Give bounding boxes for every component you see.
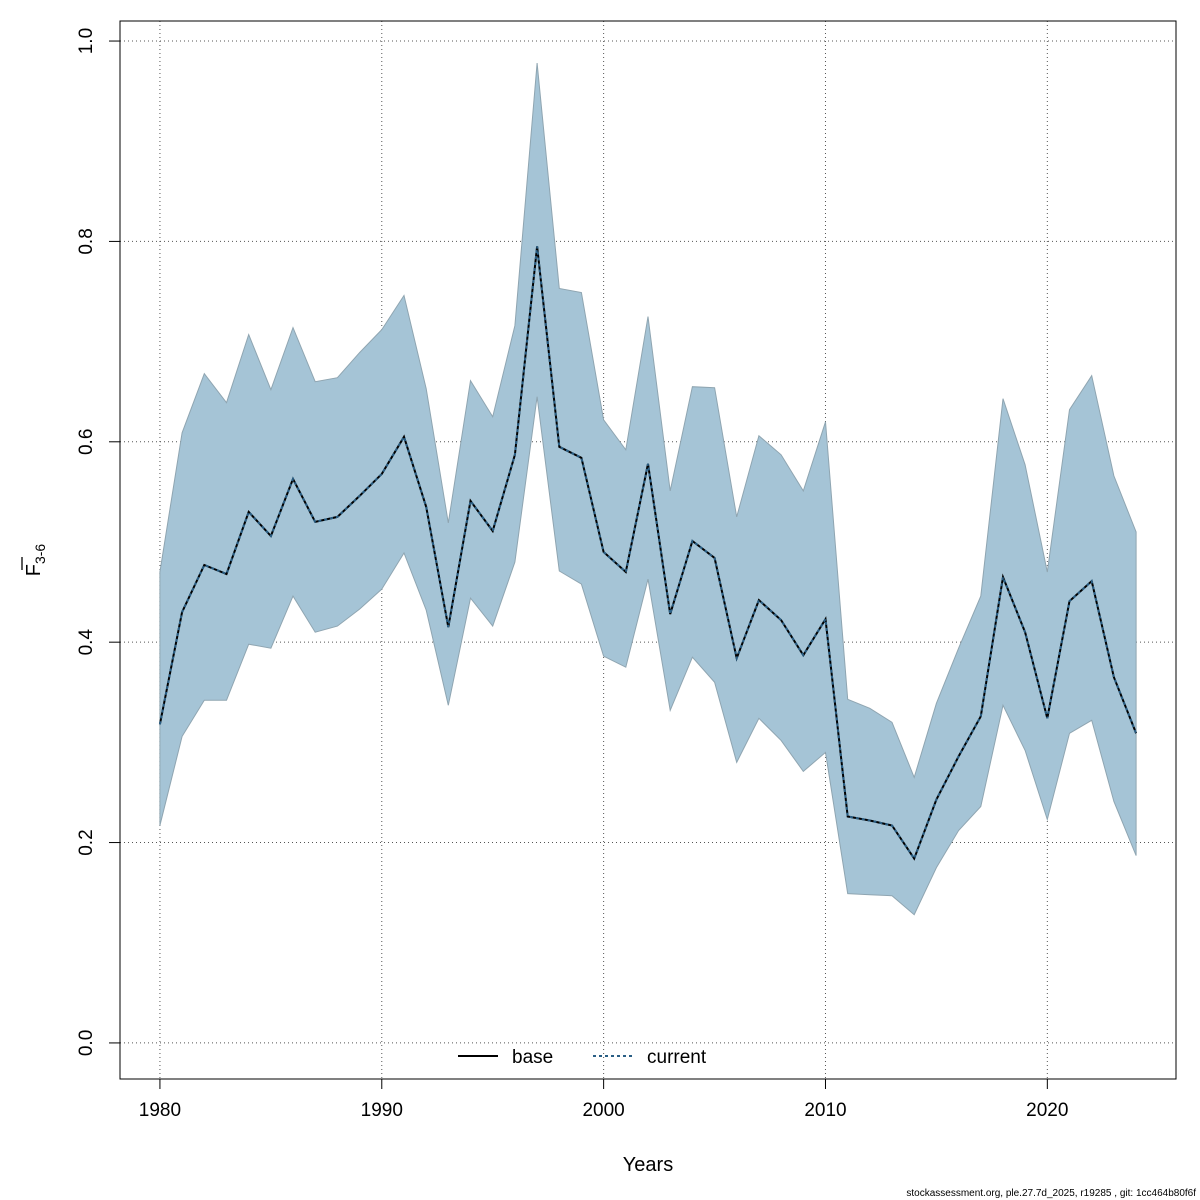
x-tick-label: 1990 bbox=[361, 1100, 403, 1121]
x-tick-label: 2000 bbox=[582, 1100, 624, 1121]
y-tick-label: 0.0 bbox=[76, 1030, 97, 1056]
legend-label-base: base bbox=[512, 1047, 553, 1068]
legend-label-current: current bbox=[647, 1047, 707, 1068]
y-tick-label: 0.2 bbox=[76, 829, 97, 855]
x-axis-title: Years bbox=[623, 1154, 673, 1176]
series-line-current bbox=[158, 246, 1138, 861]
y-tick-label: 1.0 bbox=[76, 28, 97, 54]
y-tick-label: 0.8 bbox=[76, 228, 97, 254]
x-tick-label: 2010 bbox=[804, 1100, 846, 1121]
svg-text:F3-6: F3-6 bbox=[23, 544, 48, 577]
y-axis-title-subscript: 3-6 bbox=[32, 544, 48, 564]
x-tick-label: 2020 bbox=[1026, 1100, 1068, 1121]
legend: base current bbox=[458, 1047, 707, 1068]
x-tick-label: 1980 bbox=[139, 1100, 181, 1121]
y-tick-label: 0.4 bbox=[76, 629, 97, 656]
y-axis: 0.0 0.2 0.4 0.6 0.8 1.0 bbox=[76, 28, 120, 1056]
y-tick-label: 0.6 bbox=[76, 429, 97, 455]
y-axis-title-main: F bbox=[23, 564, 45, 576]
confidence-band bbox=[159, 63, 1137, 916]
x-axis: 1980 1990 2000 2010 2020 bbox=[139, 1079, 1068, 1121]
y-axis-title: F3-6 bbox=[21, 544, 48, 577]
footer-credit: stockassessment.org, ple.27.7d_2025, r19… bbox=[906, 1188, 1196, 1199]
plot-frame bbox=[119, 20, 1177, 1080]
